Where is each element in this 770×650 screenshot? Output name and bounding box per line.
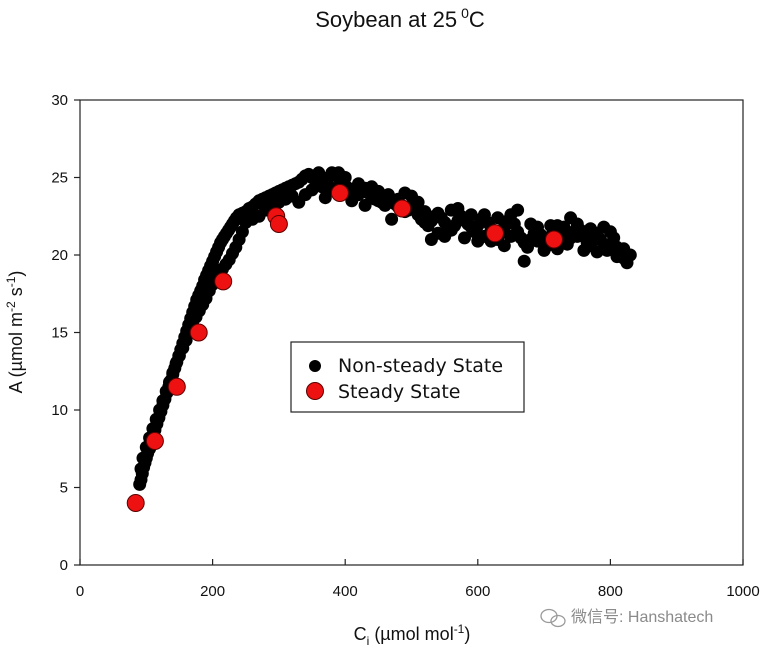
x-tick-label: 0 [76, 583, 84, 600]
data-point-non-steady-state [491, 211, 505, 225]
data-point-steady-state [189, 323, 208, 342]
data-point-non-steady-state [511, 203, 525, 217]
data-point-non-steady-state [537, 243, 551, 257]
data-point-non-steady-state [444, 203, 458, 217]
watermark-text: 微信号: Hanshatech [571, 608, 713, 626]
data-point-non-steady-state [590, 245, 604, 259]
y-axis-ticks [74, 99, 80, 566]
x-tick-label: 400 [333, 583, 358, 600]
data-point-steady-state [167, 377, 186, 396]
chart-title: Soybean at 25 0C [315, 5, 485, 32]
x-axis-label: Ci (µmol mol-1) [354, 622, 471, 648]
data-point-non-steady-state [352, 177, 365, 191]
chart-title-main: Soybean at 25 [315, 7, 457, 32]
data-point-non-steady-state [378, 198, 392, 212]
y-axis-label-prefix: A (µmol m [6, 312, 26, 393]
y-tick-label: 5 [60, 480, 68, 497]
y-axis-label-suffix: ) [6, 271, 26, 277]
data-point-non-steady-state [517, 254, 531, 268]
x-axis-ticks [79, 559, 744, 565]
data-point-steady-state [393, 199, 412, 218]
data-point-non-steady-state [577, 243, 591, 257]
data-point-steady-state [269, 215, 288, 233]
data-point-non-steady-state [365, 180, 379, 194]
x-axis-tick-labels: 0 200 400 600 800 1000 [76, 583, 760, 600]
legend-label-non-steady-state: Non-steady State [338, 355, 503, 377]
data-point-non-steady-state [418, 205, 432, 219]
data-point-steady-state [126, 494, 145, 512]
y-axis-label: A (µmol m-2 s-1) [4, 271, 26, 394]
data-point-non-steady-state [610, 250, 624, 264]
watermark: 微信号: Hanshatech [540, 608, 713, 628]
x-tick-label: 200 [200, 583, 225, 600]
y-tick-label: 0 [60, 557, 68, 574]
legend: Non-steady State Steady State [290, 341, 525, 413]
y-axis-label-sup1: -2 [4, 301, 18, 312]
data-point-non-steady-state [570, 229, 584, 243]
data-point-non-steady-state [134, 462, 148, 476]
data-point-non-steady-state [318, 191, 332, 205]
y-axis-tick-labels: 0 5 10 15 20 25 30 [51, 92, 68, 574]
series-non-steady-state [133, 166, 637, 491]
x-axis-label-unit: (µmol mol [369, 624, 453, 644]
wechat-icon [540, 608, 566, 628]
data-point-non-steady-state [544, 219, 558, 233]
legend-marker-non-steady-state [309, 360, 321, 372]
data-point-steady-state [545, 230, 563, 249]
data-point-steady-state [145, 432, 164, 450]
x-axis-label-main: C [354, 624, 367, 644]
data-point-steady-state [330, 184, 349, 202]
data-point-non-steady-state [471, 234, 485, 248]
chart-title-superscript: 0 [461, 5, 469, 21]
y-tick-label: 10 [51, 402, 68, 419]
x-axis-label-suffix: ) [464, 624, 470, 644]
legend-label-steady-state: Steady State [338, 381, 460, 403]
data-point-non-steady-state [497, 239, 511, 253]
data-point-non-steady-state [557, 220, 571, 234]
y-tick-label: 25 [51, 170, 68, 187]
x-axis-label-subscript: i [367, 634, 370, 648]
data-point-non-steady-state [345, 194, 359, 208]
chart-title-suffix: C [469, 7, 485, 32]
x-tick-label: 800 [598, 583, 623, 600]
data-point-non-steady-state [136, 451, 150, 465]
data-point-non-steady-state [464, 208, 478, 222]
data-point-steady-state [486, 224, 504, 243]
legend-marker-steady-state [306, 382, 324, 400]
y-axis-label-sup2: -1 [4, 276, 18, 287]
data-point-non-steady-state [332, 166, 346, 180]
x-tick-label: 1000 [726, 583, 759, 600]
data-point-non-steady-state [564, 211, 578, 225]
y-axis-label-mid: s [6, 287, 26, 301]
series-steady-state [126, 184, 563, 512]
data-point-non-steady-state [504, 229, 518, 243]
data-point-non-steady-state [531, 234, 544, 248]
legend-box [290, 341, 525, 413]
data-point-non-steady-state [424, 233, 438, 246]
data-point-non-steady-state [524, 217, 538, 231]
data-point-non-steady-state [458, 231, 471, 245]
data-point-non-steady-state [597, 220, 611, 234]
y-tick-label: 20 [51, 247, 68, 264]
data-point-non-steady-state [385, 212, 399, 226]
data-point-steady-state [214, 272, 233, 291]
plot-frame [79, 99, 744, 566]
data-point-non-steady-state [584, 222, 597, 236]
data-point-non-steady-state [358, 198, 372, 212]
y-tick-label: 30 [51, 92, 68, 109]
y-tick-label: 15 [51, 325, 68, 342]
x-tick-label: 600 [465, 583, 490, 600]
x-axis-label-superscript: -1 [454, 622, 465, 636]
data-point-non-steady-state [312, 166, 326, 180]
